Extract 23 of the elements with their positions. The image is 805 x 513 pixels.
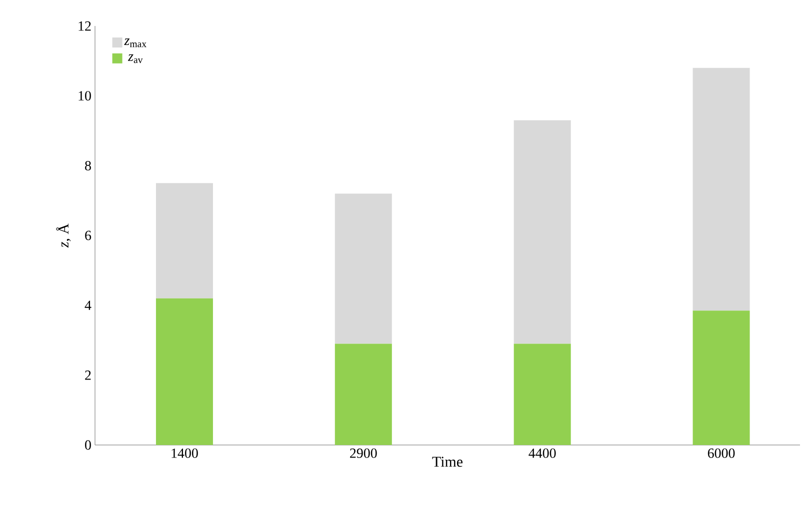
x-tick-label: 6000 [708, 448, 735, 458]
bar [334, 194, 392, 344]
y-tick-label: 0 [85, 440, 91, 450]
bar [334, 344, 392, 445]
legend-label: z$_{max}$ [124, 38, 146, 48]
x-tick-label: 1400 [172, 448, 198, 458]
bar [156, 183, 213, 298]
bar [692, 68, 750, 311]
bar [156, 298, 213, 445]
y-tick-label: 8 [85, 160, 91, 170]
x-axis-title: Time [432, 456, 462, 467]
y-tick-label: 12 [78, 21, 91, 31]
y-tick-label: 6 [85, 230, 92, 240]
x-tick-label: 4400 [528, 448, 556, 458]
y-tick-label: 10 [78, 91, 91, 101]
y-tick-label: 2 [85, 370, 91, 380]
bar [514, 120, 571, 344]
bar [692, 310, 750, 445]
x-tick-label: 2900 [350, 448, 377, 458]
y-tick-label: 4 [84, 300, 92, 310]
bar [514, 344, 571, 445]
legend-label: z$_{av}$ [128, 54, 143, 64]
y-axis-title: z, Å [56, 224, 71, 248]
